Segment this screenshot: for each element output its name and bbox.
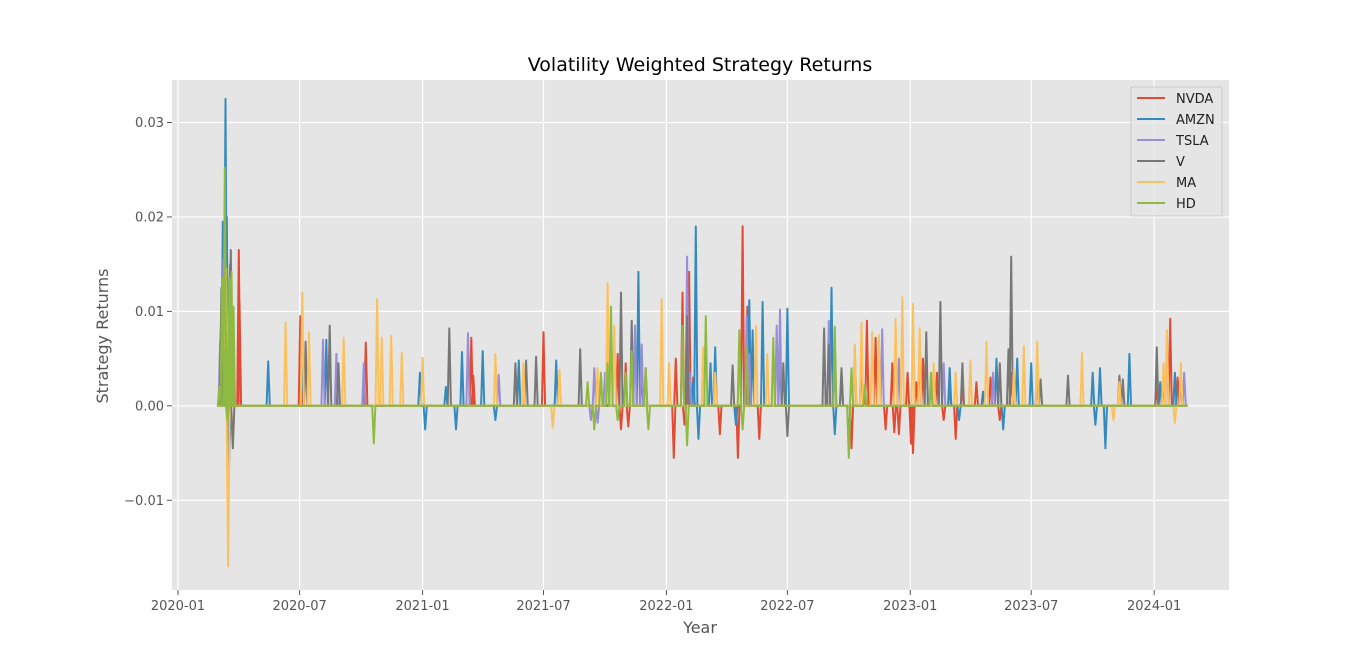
series-line-hd bbox=[216, 166, 1188, 459]
legend-entry: NVDA bbox=[1176, 92, 1213, 107]
x-axis-label: Year bbox=[682, 618, 717, 637]
legend: NVDA AMZN TSLA V MA HD bbox=[1130, 86, 1223, 217]
x-tick-label: 2024-01 bbox=[1127, 599, 1181, 614]
plot-area bbox=[172, 80, 1229, 590]
y-tick-label: 0.02 bbox=[135, 210, 164, 225]
series-group bbox=[216, 97, 1188, 568]
x-tick-label: 2020-01 bbox=[151, 599, 205, 614]
x-tick-label: 2020-07 bbox=[272, 599, 326, 614]
legend-entry: V bbox=[1176, 155, 1185, 170]
y-tick-label: 0.01 bbox=[135, 305, 164, 320]
legend-entry: HD bbox=[1176, 197, 1196, 212]
y-tick-label: 0.03 bbox=[135, 116, 164, 131]
y-axis-label: Strategy Returns bbox=[93, 268, 112, 403]
x-axis: 2020-01 2020-07 2021-01 2021-07 2022-01 2022-… bbox=[151, 590, 1181, 614]
series-line-amzn bbox=[218, 97, 1188, 478]
legend-entry: TSLA bbox=[1175, 134, 1209, 149]
x-tick-label: 2021-01 bbox=[395, 599, 449, 614]
legend-entry: MA bbox=[1176, 176, 1196, 191]
chart-title: Volatility Weighted Strategy Returns bbox=[528, 54, 872, 76]
y-axis: −0.01 0.00 0.01 0.02 0.03 bbox=[124, 116, 172, 509]
x-tick-label: 2022-07 bbox=[760, 599, 814, 614]
series-line-v bbox=[218, 249, 1188, 450]
y-tick-label: −0.01 bbox=[124, 494, 164, 509]
x-tick-label: 2023-01 bbox=[883, 599, 937, 614]
series-hd bbox=[216, 166, 1188, 459]
legend-entry: AMZN bbox=[1176, 113, 1215, 128]
x-tick-label: 2023-07 bbox=[1004, 599, 1058, 614]
x-tick-label: 2022-01 bbox=[639, 599, 693, 614]
x-tick-label: 2021-07 bbox=[516, 599, 570, 614]
legend-box bbox=[1130, 86, 1223, 217]
y-tick-label: 0.00 bbox=[135, 399, 164, 414]
series-v bbox=[218, 249, 1188, 450]
series-amzn bbox=[218, 97, 1188, 478]
